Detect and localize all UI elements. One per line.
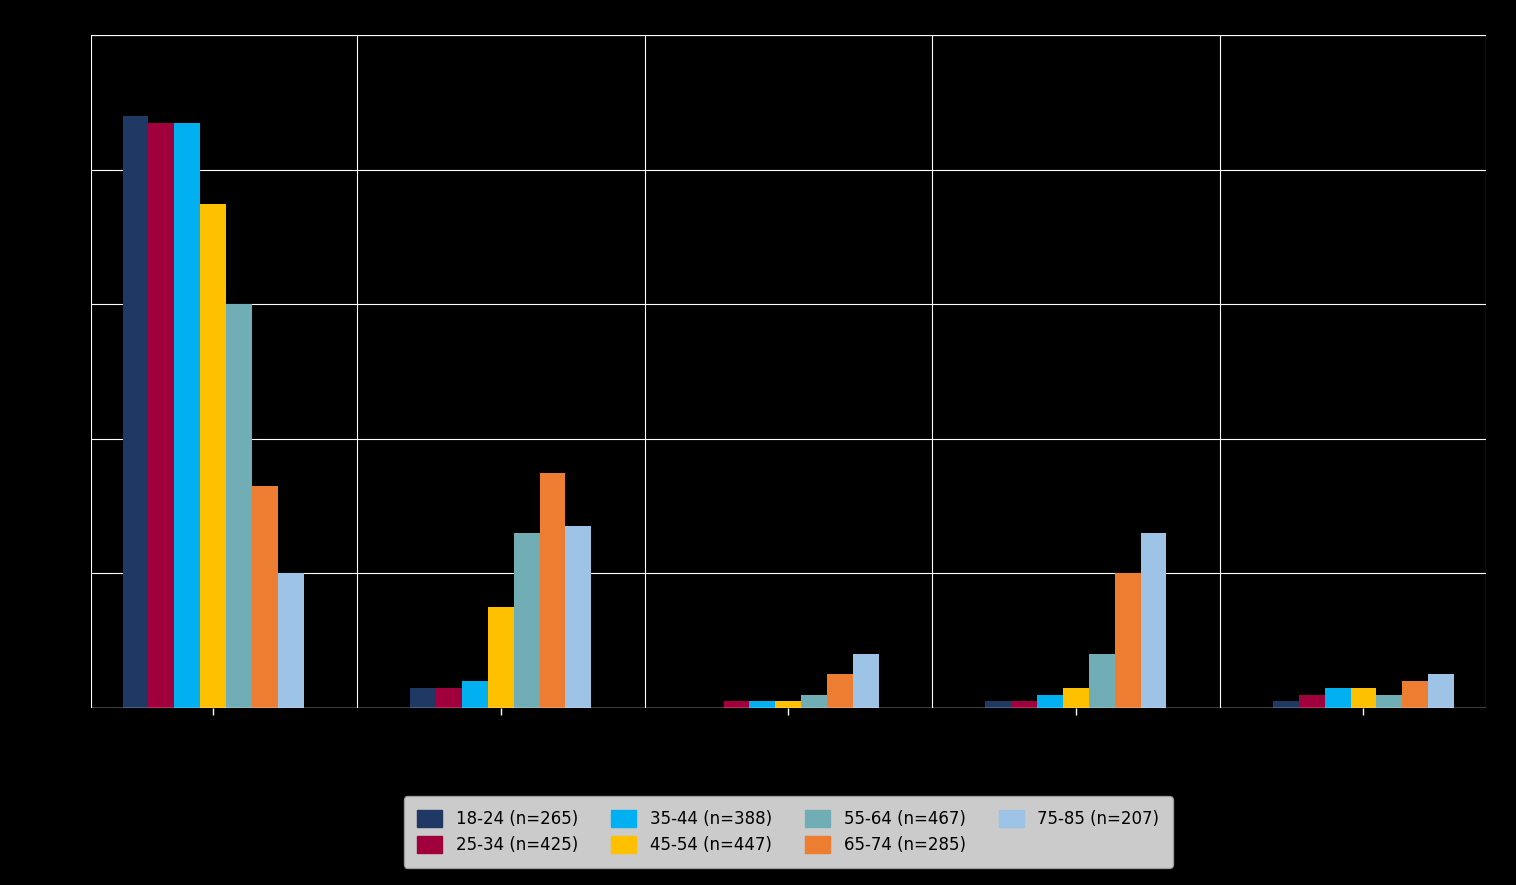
Bar <box>1325 688 1351 708</box>
Bar <box>488 607 514 708</box>
Bar <box>828 674 854 708</box>
Bar <box>277 573 303 708</box>
Bar <box>1273 701 1299 708</box>
Bar <box>749 701 775 708</box>
Legend: 18-24 (n=265), 25-34 (n=425), 35-44 (n=388), 45-54 (n=447), 55-64 (n=467), 65-74: 18-24 (n=265), 25-34 (n=425), 35-44 (n=3… <box>405 796 1172 868</box>
Bar <box>1114 573 1140 708</box>
Bar <box>1377 695 1402 708</box>
Bar <box>437 688 462 708</box>
Bar <box>123 116 149 708</box>
Bar <box>174 123 200 708</box>
Bar <box>540 473 565 708</box>
Bar <box>514 533 540 708</box>
Bar <box>1351 688 1377 708</box>
Bar <box>149 123 174 708</box>
Bar <box>1402 681 1428 708</box>
Bar <box>462 681 488 708</box>
Bar <box>411 688 437 708</box>
Bar <box>200 204 226 708</box>
Bar <box>252 486 277 708</box>
Bar <box>1088 654 1114 708</box>
Bar <box>1063 688 1088 708</box>
Bar <box>565 527 591 708</box>
Bar <box>226 304 252 708</box>
Bar <box>775 701 802 708</box>
Bar <box>1428 674 1454 708</box>
Bar <box>1299 695 1325 708</box>
Bar <box>802 695 828 708</box>
Bar <box>1037 695 1063 708</box>
Bar <box>1011 701 1037 708</box>
Bar <box>723 701 749 708</box>
Bar <box>985 701 1011 708</box>
Bar <box>1140 533 1166 708</box>
Bar <box>854 654 879 708</box>
